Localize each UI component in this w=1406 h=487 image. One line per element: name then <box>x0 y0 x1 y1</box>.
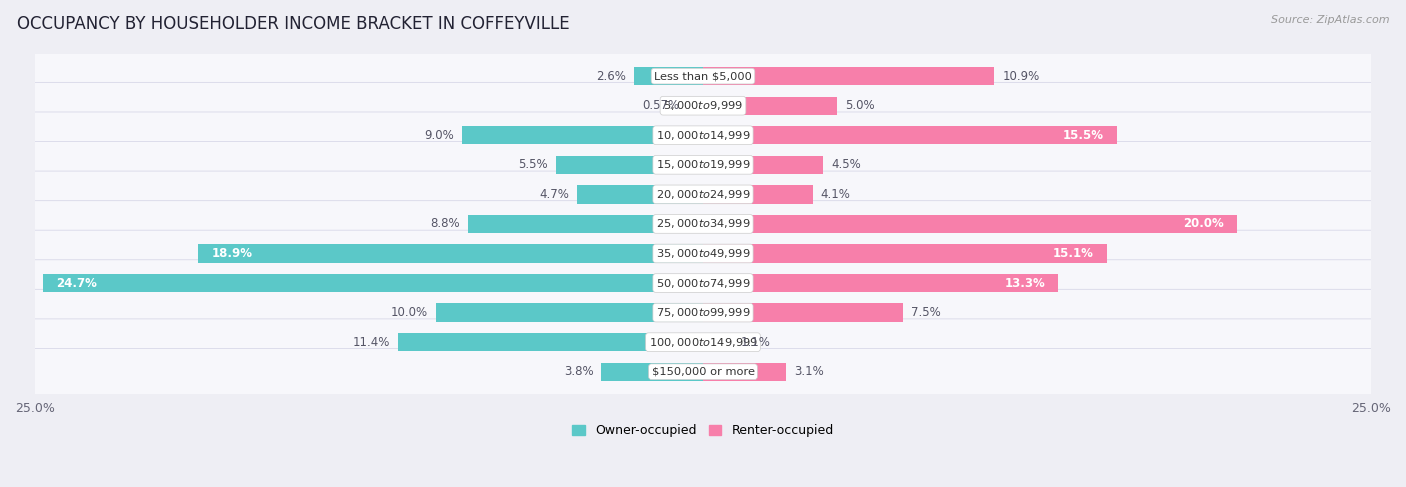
Text: 9.0%: 9.0% <box>425 129 454 142</box>
Bar <box>703 362 786 381</box>
Text: $15,000 to $19,999: $15,000 to $19,999 <box>655 158 751 171</box>
FancyBboxPatch shape <box>22 82 1384 129</box>
Text: $100,000 to $149,999: $100,000 to $149,999 <box>648 336 758 349</box>
Bar <box>463 126 703 145</box>
Text: 5.5%: 5.5% <box>519 158 548 171</box>
Bar <box>703 333 733 351</box>
FancyBboxPatch shape <box>22 260 1384 306</box>
Bar <box>468 215 703 233</box>
Text: $50,000 to $74,999: $50,000 to $74,999 <box>655 277 751 290</box>
FancyBboxPatch shape <box>22 349 1384 395</box>
Text: $5,000 to $9,999: $5,000 to $9,999 <box>664 99 742 112</box>
Text: $20,000 to $24,999: $20,000 to $24,999 <box>655 188 751 201</box>
FancyBboxPatch shape <box>22 201 1384 247</box>
Text: 1.1%: 1.1% <box>741 336 770 349</box>
FancyBboxPatch shape <box>22 171 1384 218</box>
Text: 13.3%: 13.3% <box>1004 277 1045 290</box>
Text: 24.7%: 24.7% <box>56 277 97 290</box>
FancyBboxPatch shape <box>22 112 1384 159</box>
Bar <box>703 156 824 174</box>
Text: 20.0%: 20.0% <box>1184 217 1225 230</box>
Text: 3.1%: 3.1% <box>794 365 824 378</box>
Bar <box>44 274 703 292</box>
Bar <box>703 244 1107 262</box>
Text: 2.6%: 2.6% <box>596 70 626 83</box>
Bar <box>602 362 703 381</box>
Text: $25,000 to $34,999: $25,000 to $34,999 <box>655 217 751 230</box>
Bar <box>198 244 703 262</box>
FancyBboxPatch shape <box>22 319 1384 365</box>
Text: 5.0%: 5.0% <box>845 99 875 112</box>
Text: 0.57%: 0.57% <box>643 99 679 112</box>
Bar <box>703 96 837 115</box>
Text: 4.5%: 4.5% <box>831 158 860 171</box>
FancyBboxPatch shape <box>22 289 1384 336</box>
FancyBboxPatch shape <box>22 142 1384 188</box>
Bar <box>703 303 904 322</box>
Bar <box>436 303 703 322</box>
Text: 4.7%: 4.7% <box>540 188 569 201</box>
FancyBboxPatch shape <box>22 53 1384 99</box>
Text: $150,000 or more: $150,000 or more <box>651 367 755 377</box>
Bar <box>703 274 1059 292</box>
Text: Source: ZipAtlas.com: Source: ZipAtlas.com <box>1271 15 1389 25</box>
Legend: Owner-occupied, Renter-occupied: Owner-occupied, Renter-occupied <box>568 419 838 442</box>
Text: 15.1%: 15.1% <box>1052 247 1092 260</box>
Text: $10,000 to $14,999: $10,000 to $14,999 <box>655 129 751 142</box>
Text: 18.9%: 18.9% <box>211 247 252 260</box>
Text: 10.0%: 10.0% <box>391 306 427 319</box>
Bar <box>634 67 703 85</box>
Text: 10.9%: 10.9% <box>1002 70 1039 83</box>
Text: OCCUPANCY BY HOUSEHOLDER INCOME BRACKET IN COFFEYVILLE: OCCUPANCY BY HOUSEHOLDER INCOME BRACKET … <box>17 15 569 33</box>
Bar <box>688 96 703 115</box>
Text: 15.5%: 15.5% <box>1063 129 1104 142</box>
Bar <box>578 185 703 204</box>
Bar <box>555 156 703 174</box>
Bar <box>703 185 813 204</box>
Text: Less than $5,000: Less than $5,000 <box>654 71 752 81</box>
FancyBboxPatch shape <box>22 230 1384 277</box>
Text: 7.5%: 7.5% <box>911 306 941 319</box>
Text: $35,000 to $49,999: $35,000 to $49,999 <box>655 247 751 260</box>
Bar <box>703 67 994 85</box>
Bar <box>703 215 1237 233</box>
Bar <box>398 333 703 351</box>
Text: 11.4%: 11.4% <box>353 336 391 349</box>
Bar <box>703 126 1118 145</box>
Text: 4.1%: 4.1% <box>821 188 851 201</box>
Text: 3.8%: 3.8% <box>564 365 593 378</box>
Text: $75,000 to $99,999: $75,000 to $99,999 <box>655 306 751 319</box>
Text: 8.8%: 8.8% <box>430 217 460 230</box>
